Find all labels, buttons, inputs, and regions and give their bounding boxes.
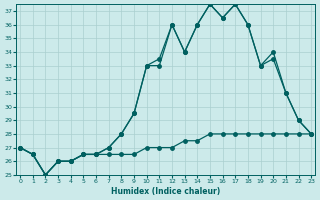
X-axis label: Humidex (Indice chaleur): Humidex (Indice chaleur) bbox=[111, 187, 220, 196]
